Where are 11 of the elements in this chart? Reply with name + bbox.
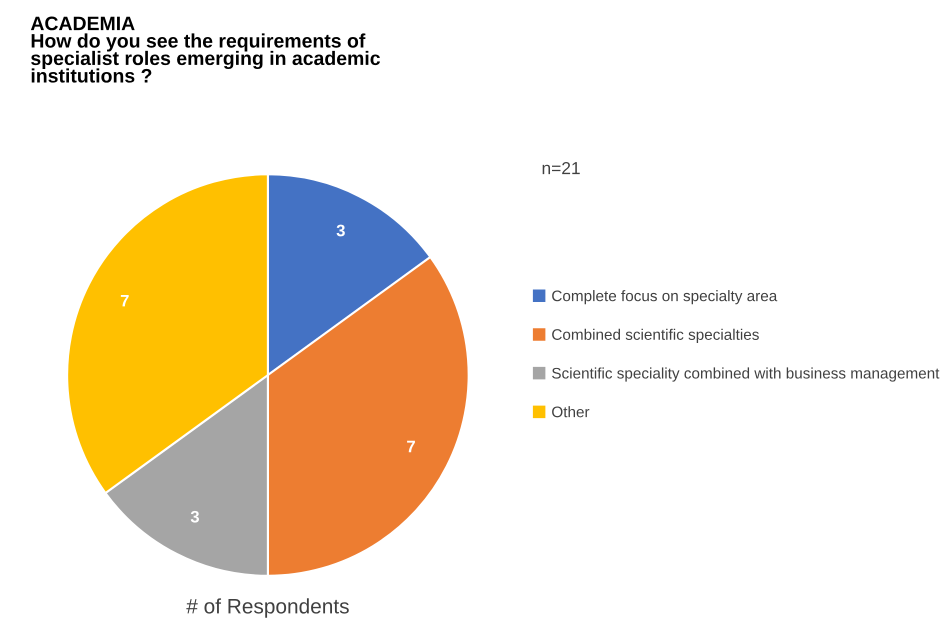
text: # of Respondents xyxy=(186,598,349,618)
chart-title: ACADEMIA How do you see the requirements of specialist roles emerging in academic institutions ? xyxy=(30,16,380,83)
legend-label: Scientific speciality combined with business management xyxy=(552,367,940,382)
text: n=21 xyxy=(542,162,580,174)
data-label: 3 xyxy=(336,224,345,236)
data-label: 7 xyxy=(407,440,415,452)
legend-label: Complete focus on specialty area xyxy=(552,290,778,304)
data-label: 3 xyxy=(190,510,200,523)
legend-label: Other xyxy=(552,406,590,418)
legend-label: Combined scientific specialties xyxy=(552,328,759,343)
data-label: 7 xyxy=(120,294,129,306)
